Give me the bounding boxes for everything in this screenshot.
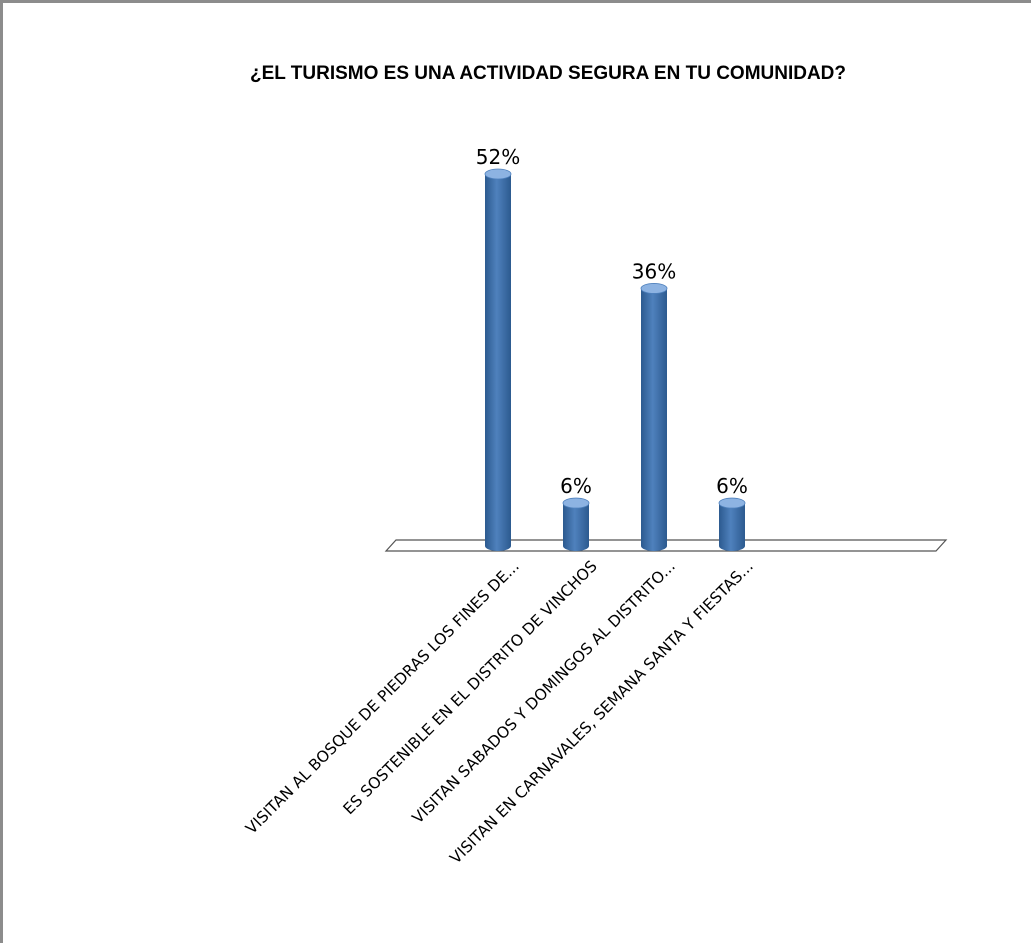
category-labels-layer: VISITAN AL BOSQUE DE PIEDRAS LOS FINES D…: [242, 557, 757, 867]
data-label: 36%: [632, 259, 676, 283]
bar-top: [484, 168, 512, 180]
bar: [562, 497, 590, 551]
bar-top: [640, 283, 668, 294]
bar-top: [562, 497, 590, 509]
bar: [484, 168, 512, 551]
bar-body: [563, 503, 589, 551]
bar-body: [641, 288, 667, 551]
chart-plot: 52% 6% 36% 6% VISITAN AL BOSQUE DE PIEDRAS …: [242, 145, 948, 867]
bar-top: [718, 497, 746, 509]
chart-title: ¿EL TURISMO ES UNA ACTIVIDAD SEGURA EN T…: [249, 63, 847, 84]
bars-layer: [484, 168, 746, 551]
bar: [718, 497, 746, 551]
data-label: 52%: [476, 145, 520, 169]
data-label: 6%: [560, 474, 592, 498]
category-label: VISITAN SABADOS Y DOMINGOS AL DISTRITO..…: [409, 557, 679, 827]
category-label: VISITAN AL BOSQUE DE PIEDRAS LOS FINES D…: [242, 557, 523, 838]
category-label: VISITAN EN CARNAVALES, SEMANA SANTA Y FI…: [446, 557, 756, 867]
bar-body: [485, 174, 511, 551]
data-label: 6%: [716, 474, 748, 498]
bar: [640, 283, 668, 551]
data-labels-layer: 52% 6% 36% 6%: [476, 145, 748, 498]
bar-body: [719, 503, 745, 551]
